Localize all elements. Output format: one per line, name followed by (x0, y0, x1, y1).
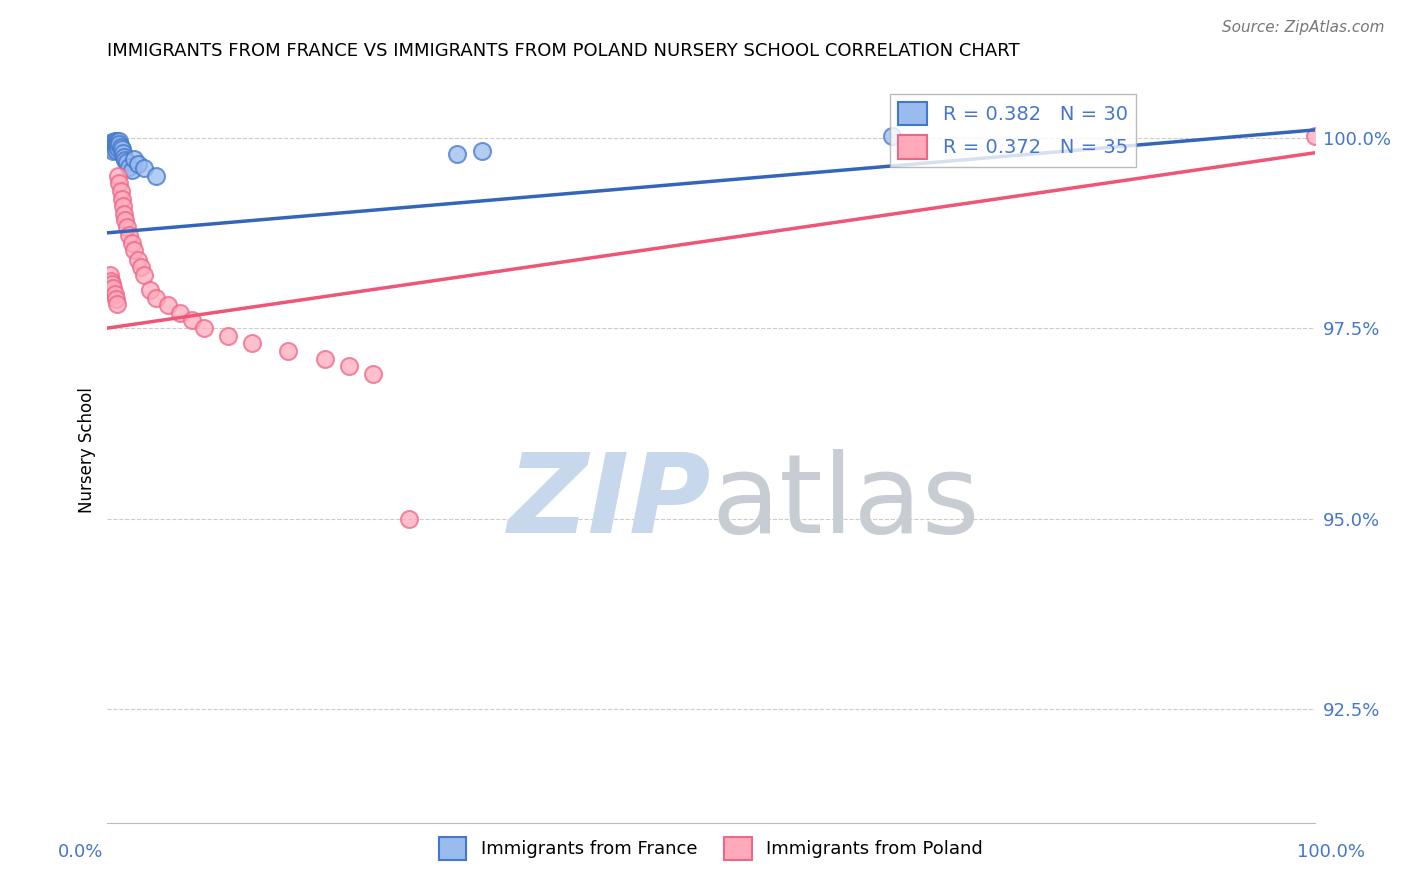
Point (105, 134, 128, 148)
Point (121, 235, 143, 250)
Point (104, 137, 127, 152)
Point (121, 162, 143, 177)
Text: ZIP: ZIP (508, 449, 711, 556)
Point (138, 283, 160, 297)
Point (115, 220, 138, 235)
Point (108, 176, 131, 190)
Point (112, 199, 135, 213)
Point (107, 141, 129, 155)
Point (1303, 129, 1326, 144)
Text: Source: ZipAtlas.com: Source: ZipAtlas.com (1222, 20, 1385, 35)
Legend: R = 0.382   N = 30, R = 0.372   N = 35: R = 0.382 N = 30, R = 0.372 N = 35 (890, 94, 1136, 167)
Point (156, 298, 179, 312)
Point (132, 161, 155, 175)
Point (471, 145, 494, 159)
Point (101, 135, 124, 149)
Y-axis label: Nursery School: Nursery School (79, 387, 96, 513)
Point (101, 139, 124, 153)
Point (118, 160, 141, 174)
Point (107, 169, 129, 183)
Point (108, 136, 131, 151)
Point (103, 142, 125, 156)
Point (277, 343, 299, 358)
Point (118, 228, 141, 243)
Point (132, 268, 155, 282)
Point (129, 260, 152, 274)
Point (112, 150, 135, 164)
Point (98, 136, 121, 151)
Point (110, 184, 132, 198)
Point (104, 139, 127, 153)
Point (337, 359, 360, 374)
Point (104, 143, 127, 157)
Point (361, 367, 384, 381)
Point (240, 336, 263, 351)
Text: 100.0%: 100.0% (1298, 843, 1365, 861)
Text: atlas: atlas (711, 449, 980, 556)
Text: IMMIGRANTS FROM FRANCE VS IMMIGRANTS FROM POLAND NURSERY SCHOOL CORRELATION CHAR: IMMIGRANTS FROM FRANCE VS IMMIGRANTS FRO… (107, 42, 1019, 60)
Point (100, 274, 122, 288)
Point (314, 351, 336, 366)
Point (112, 207, 135, 221)
Point (100, 138, 122, 153)
Point (127, 252, 149, 267)
Text: 0.0%: 0.0% (58, 843, 103, 861)
Point (108, 134, 131, 148)
Point (101, 277, 124, 291)
Point (114, 212, 136, 227)
Point (398, 511, 420, 525)
Point (98, 268, 121, 282)
Point (446, 147, 468, 161)
Point (112, 145, 135, 160)
Point (115, 155, 138, 169)
Point (122, 152, 145, 166)
Point (180, 313, 202, 327)
Point (104, 134, 127, 148)
Point (111, 142, 134, 156)
Point (127, 157, 149, 171)
Point (105, 138, 128, 153)
Point (193, 321, 215, 335)
Point (104, 292, 127, 306)
Point (145, 169, 167, 183)
Point (169, 306, 191, 320)
Point (104, 286, 127, 301)
Point (122, 244, 145, 258)
Point (103, 281, 125, 295)
Point (110, 139, 132, 153)
Point (105, 296, 128, 310)
Point (145, 291, 167, 305)
Point (103, 145, 125, 159)
Point (111, 192, 134, 206)
Point (882, 129, 904, 144)
Point (217, 328, 239, 343)
Point (114, 153, 136, 168)
